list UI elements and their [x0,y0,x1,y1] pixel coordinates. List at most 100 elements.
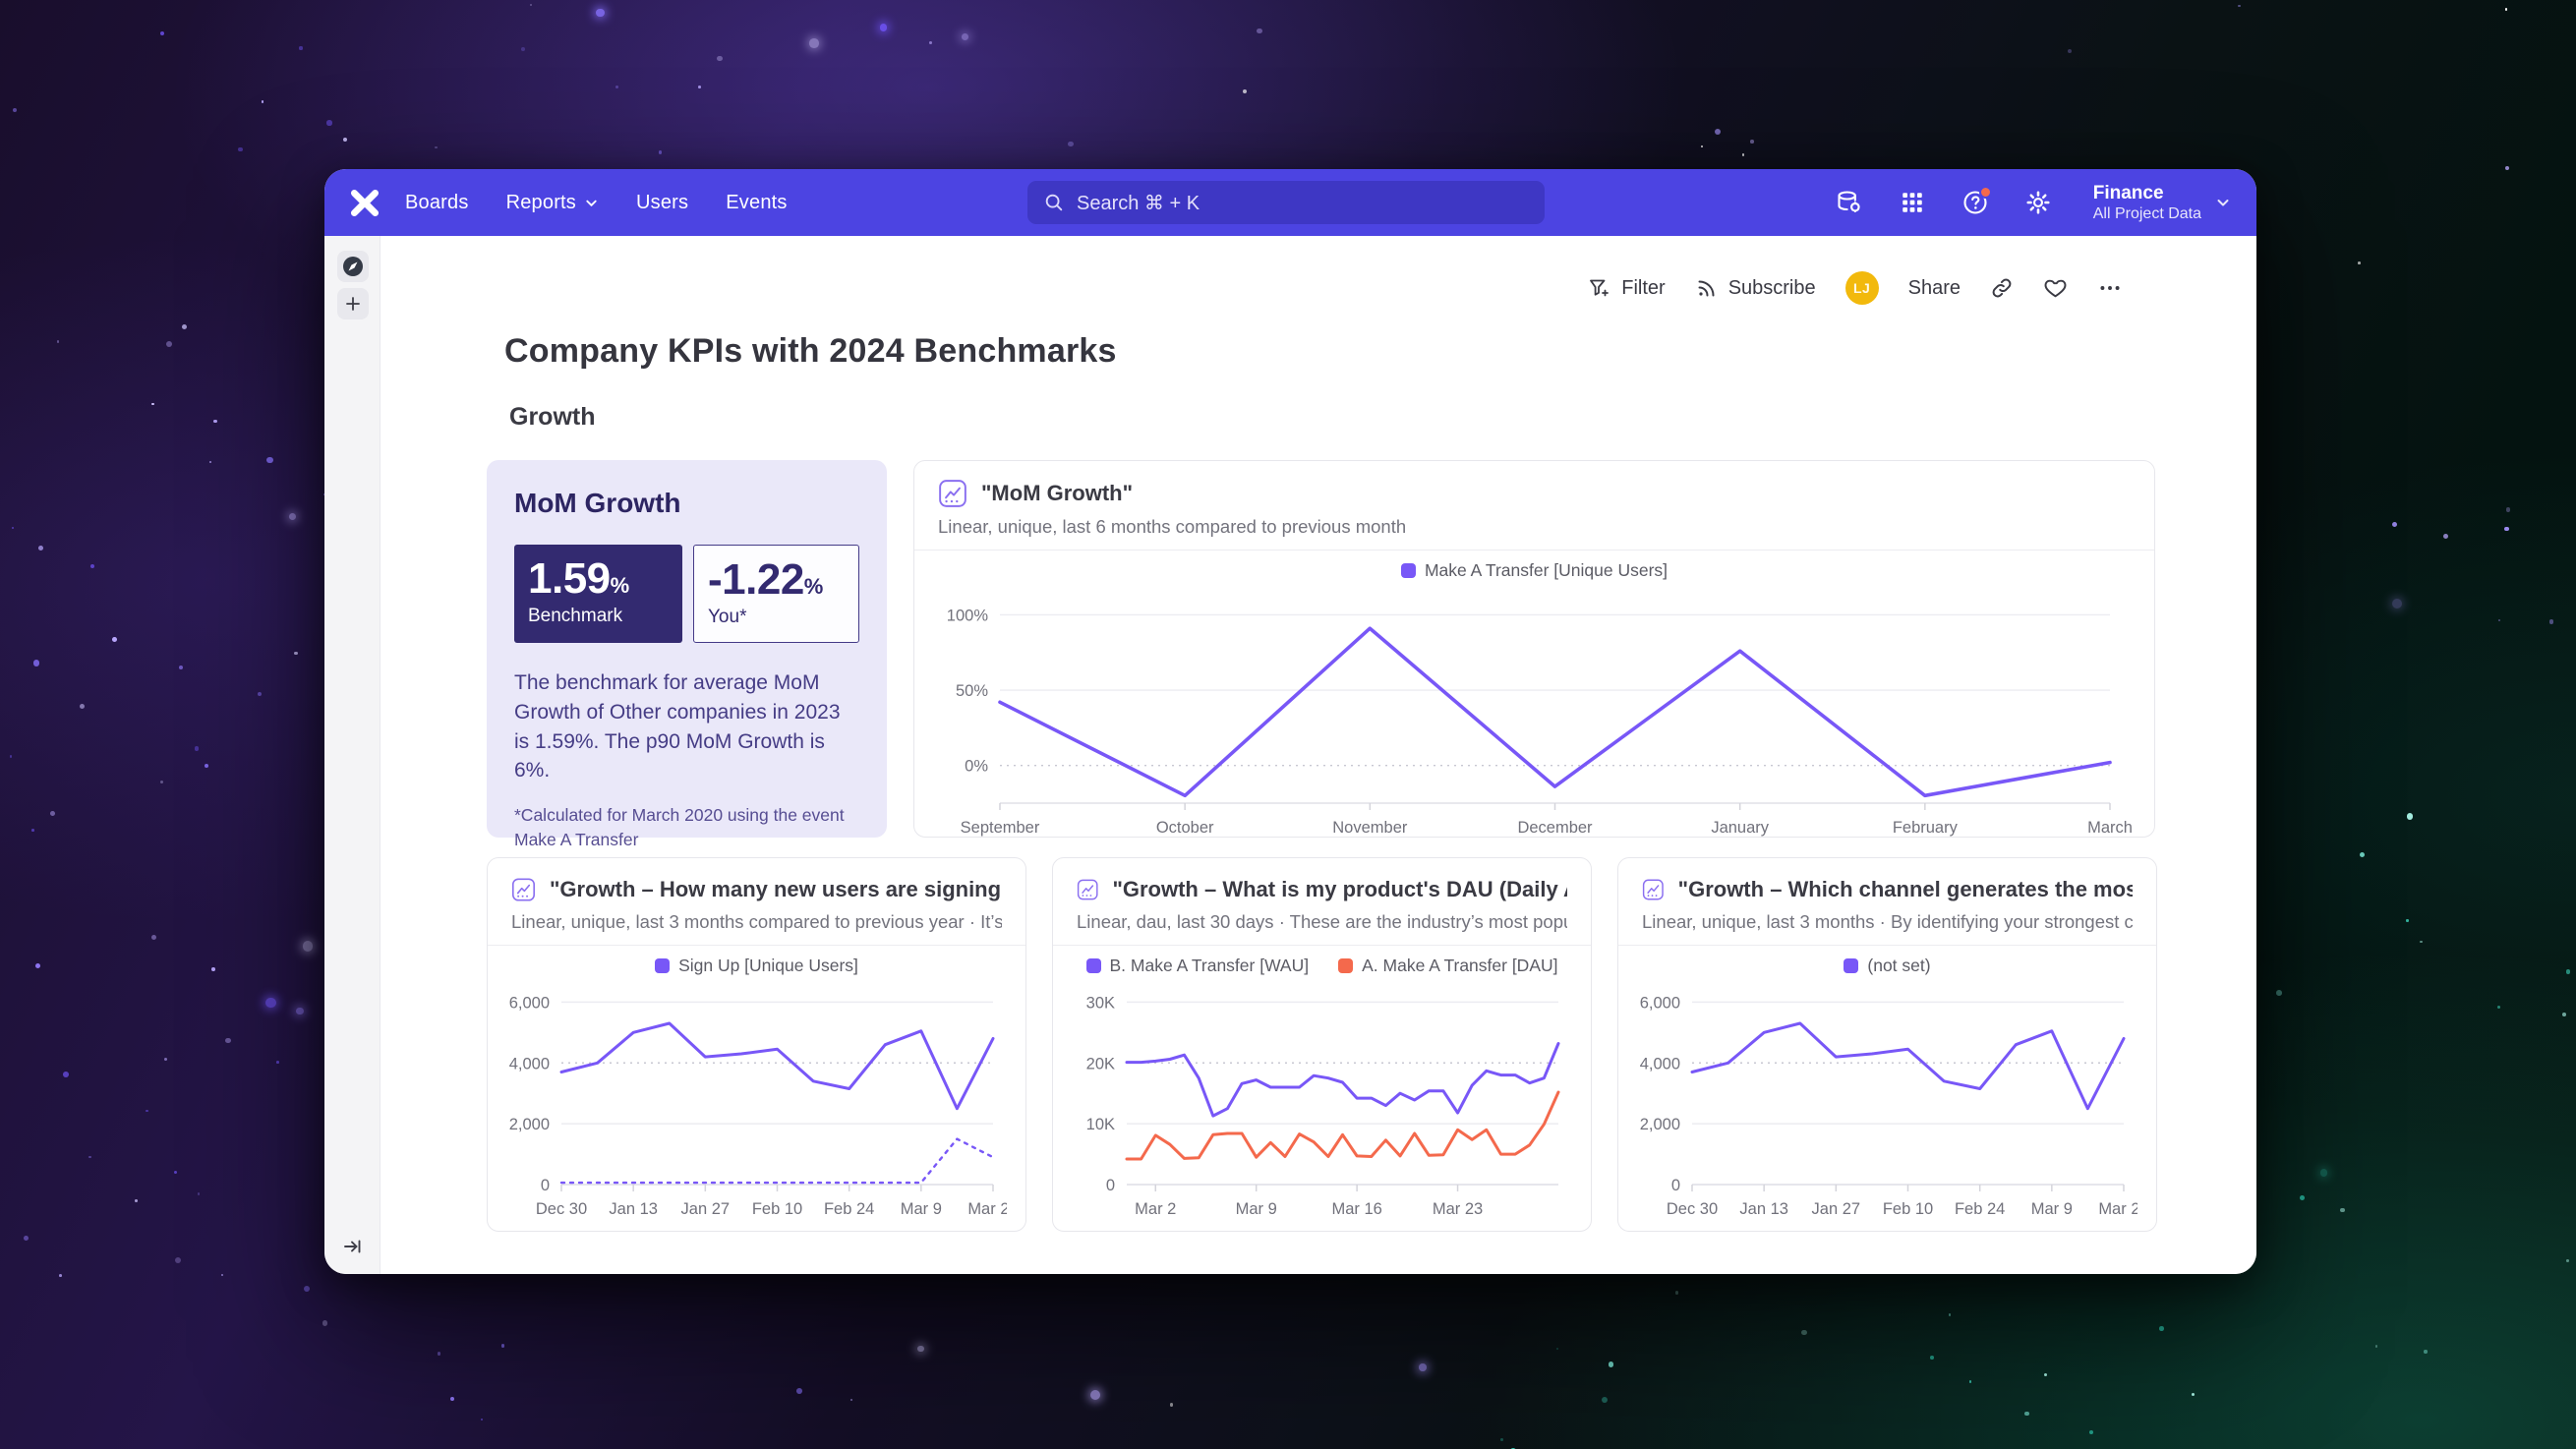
legend-label: B. Make A Transfer [WAU] [1109,956,1310,975]
left-rail [324,236,381,1274]
svg-text:Jan 27: Jan 27 [1812,1200,1861,1218]
svg-text:4,000: 4,000 [509,1055,550,1072]
nav-item-boards[interactable]: Boards [405,192,469,214]
navigate-compass-button[interactable] [337,251,369,282]
benchmark-value: 1.59% [528,554,629,603]
legend-label: (not set) [1867,956,1931,975]
svg-text:February: February [1893,819,1959,837]
svg-text:0: 0 [1671,1177,1680,1194]
copy-link-button[interactable] [1990,276,2014,300]
svg-text:Jan 27: Jan 27 [681,1200,731,1218]
legend-item[interactable]: (not set) [1844,956,1931,976]
section-title: Growth [509,403,596,431]
chart-card-mom-growth[interactable]: "MoM Growth" Linear, unique, last 6 mont… [913,460,2155,838]
legend-swatch [1400,563,1416,578]
svg-text:100%: 100% [947,607,989,624]
nav-label: Events [726,191,788,213]
chart-subtitle: Linear, unique, last 3 months compared t… [511,911,1002,932]
chevron-down-icon [586,200,597,206]
benchmark-values: 1.59% Benchmark -1.22% You* [514,545,859,643]
line-chart-icon [511,878,535,901]
svg-text:September: September [961,819,1040,837]
chart-card-new-user-signups[interactable]: "Growth – How many new users are signing… [487,857,1026,1232]
svg-text:March: March [2087,819,2132,837]
svg-text:Feb 10: Feb 10 [1883,1200,1933,1218]
legend-item[interactable]: B. Make A Transfer [WAU] [1085,956,1310,976]
create-new-button[interactable] [337,288,369,319]
svg-text:Mar 9: Mar 9 [2031,1200,2073,1218]
share-button[interactable]: Share [1908,277,1961,300]
project-selector[interactable]: Finance All Project Data [2093,182,2231,224]
line-chart-canvas: 0 10K 20K 30K Mar 2 Mar 9 Mar 16 Mar 23 [1086,994,1560,1218]
data-management-icon[interactable] [1832,185,1867,220]
legend-item[interactable]: Sign Up [Unique Users] [655,956,858,976]
mixpanel-logo-icon[interactable] [348,186,381,219]
expand-sidebar-button[interactable] [337,1231,369,1262]
search-icon [1045,194,1063,211]
you-label: You* [708,607,747,628]
avatar[interactable]: LJ [1844,271,1879,305]
legend-swatch [1085,958,1101,973]
app-window: Boards Reports Users Events Search ⌘ + K [324,169,2256,1274]
svg-text:4,000: 4,000 [1640,1055,1680,1072]
svg-text:Feb 24: Feb 24 [824,1200,874,1218]
nav-right-cluster: Finance All Project Data [1832,182,2256,224]
chart-title: "Growth – Which channel generates the mo… [1677,877,2133,901]
chevron-down-icon [2217,200,2229,206]
legend-item[interactable]: A. Make A Transfer [DAU] [1338,956,1558,976]
legend-swatch [1338,958,1354,973]
ellipsis-icon [2100,286,2120,290]
svg-text:Feb 10: Feb 10 [752,1200,802,1218]
svg-text:2,000: 2,000 [1640,1116,1680,1133]
line-chart-icon [939,480,966,507]
you-value-box: -1.22% You* [693,545,859,643]
legend-label: A. Make A Transfer [DAU] [1362,956,1558,975]
svg-text:Mar 23: Mar 23 [1433,1200,1483,1218]
chart-subtitle: Linear, unique, last 6 months compared t… [938,516,1407,537]
more-options-button[interactable] [2097,275,2123,301]
benchmark-description: The benchmark for average MoM Growth of … [514,671,841,782]
help-icon[interactable] [1958,185,1993,220]
subscribe-button[interactable]: Subscribe [1695,276,1816,300]
svg-text:50%: 50% [956,682,988,700]
svg-text:Mar 23: Mar 23 [967,1200,1007,1218]
chart-header: "Growth – How many new users are signing… [488,858,1025,946]
svg-text:Mar 16: Mar 16 [1331,1200,1381,1218]
svg-text:November: November [1332,819,1408,837]
svg-text:Mar 2: Mar 2 [1135,1200,1176,1218]
chart-legend: Sign Up [Unique Users] [488,946,1025,976]
svg-text:0: 0 [541,1177,550,1194]
search-placeholder: Search ⌘ + K [1077,192,1200,214]
page-title: Company KPIs with 2024 Benchmarks [504,332,1117,370]
chart-card-product-dau[interactable]: "Growth – What is my product's DAU (Dail… [1052,857,1592,1232]
benchmark-card[interactable]: MoM Growth 1.59% Benchmark -1.22% You* T… [487,460,887,849]
filter-button[interactable]: Filter [1588,276,1666,300]
apps-grid-icon[interactable] [1895,185,1930,220]
benchmark-card-title: MoM Growth [514,488,681,518]
board-toolbar: Filter Subscribe LJ Share [1588,271,2123,305]
nav-item-events[interactable]: Events [726,192,787,214]
expand-sidebar-icon [344,1240,361,1253]
rss-icon [1698,280,1715,297]
svg-text:January: January [1711,819,1769,837]
svg-text:Mar 23: Mar 23 [2098,1200,2137,1218]
settings-gear-icon[interactable] [2020,185,2056,220]
legend-item[interactable]: Make A Transfer [Unique Users] [1400,560,1668,581]
line-chart-icon [1642,879,1664,900]
svg-text:Dec 30: Dec 30 [536,1200,587,1218]
svg-text:Jan 13: Jan 13 [1739,1200,1788,1218]
search-input[interactable]: Search ⌘ + K [1027,181,1545,224]
svg-text:December: December [1517,819,1593,837]
nav-label: Boards [405,191,469,213]
nav-item-users[interactable]: Users [636,192,688,214]
link-icon [1992,278,2012,298]
chart-header: "Growth – What is my product's DAU (Dail… [1053,858,1591,946]
chart-card-signup-channels[interactable]: "Growth – Which channel generates the mo… [1617,857,2157,1232]
svg-text:6,000: 6,000 [1640,994,1680,1012]
chart-legend: Make A Transfer [Unique Users] [914,551,2154,581]
nav-label: Users [636,191,689,213]
line-chart-canvas: 0 2,000 4,000 6,000 Dec 30 Jan 13 Jan 27 Feb 10… [509,994,1007,1218]
favorite-button[interactable] [2043,276,2068,301]
svg-text:2,000: 2,000 [509,1116,550,1133]
nav-item-reports[interactable]: Reports [506,192,599,214]
